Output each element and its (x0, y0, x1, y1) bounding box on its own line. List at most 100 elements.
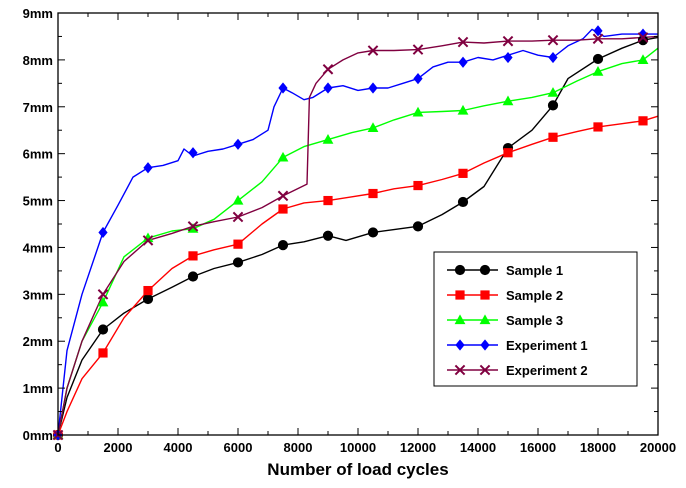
data-point-sample-3 (142, 232, 154, 243)
data-point-experiment-2 (457, 36, 469, 48)
y-tick-label: 8mm (23, 53, 53, 68)
legend-marker-experiment-1 (455, 339, 465, 351)
data-point-sample-3 (97, 296, 109, 307)
data-point-sample-3 (322, 134, 334, 144)
data-point-experiment-1 (368, 82, 378, 94)
legend-label-experiment-2: Experiment 2 (506, 363, 588, 378)
series-line-experiment-2 (57, 35, 659, 436)
data-point-sample-1 (592, 53, 604, 65)
data-point-sample-2 (278, 204, 288, 214)
data-point-experiment-2 (592, 33, 604, 45)
data-point-sample-1 (547, 100, 559, 111)
data-point-sample-3 (232, 194, 244, 205)
legend-marker-sample-3 (454, 314, 466, 325)
data-point-experiment-2 (277, 190, 289, 202)
data-point-experiment-2 (142, 235, 154, 246)
x-tick-label: 4000 (164, 440, 193, 455)
data-point-sample-2 (548, 132, 558, 142)
legend-marker-experiment-2 (479, 364, 491, 376)
data-point-sample-1 (232, 257, 244, 268)
data-point-sample-2 (323, 195, 333, 206)
legend-label-experiment-1: Experiment 1 (506, 338, 588, 353)
legend-label-sample-1: Sample 1 (506, 263, 563, 278)
y-tick-label: 3mm (23, 287, 53, 302)
data-point-sample-1 (367, 227, 379, 238)
data-point-sample-2 (593, 122, 603, 132)
legend-marker-sample-2 (455, 290, 465, 300)
data-point-sample-2 (368, 188, 378, 199)
x-axis-ticks: 0 2000 4000 6000 8000 10000 12000 14000 16000 180… (54, 13, 676, 455)
data-point-sample-1 (97, 324, 109, 335)
y-tick-label: 6mm (23, 147, 53, 162)
series-markers (52, 25, 649, 441)
data-point-sample-2 (143, 285, 153, 296)
y-tick-label: 9mm (23, 6, 53, 21)
data-point-sample-2 (638, 116, 648, 126)
data-point-experiment-1 (548, 51, 558, 64)
data-point-experiment-2 (97, 289, 109, 300)
x-tick-label: 10000 (340, 440, 376, 455)
data-point-experiment-1 (458, 56, 468, 68)
data-point-experiment-1 (593, 25, 603, 37)
data-point-sample-3 (457, 104, 469, 115)
data-point-sample-3 (592, 66, 604, 76)
y-tick-label: 0mm (23, 428, 53, 443)
x-tick-label: 0 (54, 440, 61, 455)
data-point-sample-2 (413, 180, 423, 191)
x-tick-label: 2000 (104, 440, 133, 455)
x-tick-label: 14000 (460, 440, 496, 455)
data-point-sample-1 (142, 293, 154, 305)
x-tick-label: 6000 (224, 440, 253, 455)
x-tick-label: 8000 (284, 440, 313, 455)
data-point-experiment-1 (233, 138, 243, 150)
data-point-experiment-1 (188, 147, 198, 159)
series-line-sample-2 (57, 115, 659, 436)
legend: Sample 1 Sample 2 Sample 3 Experiment 1 Expe… (433, 251, 638, 387)
y-tick-label: 7mm (23, 100, 53, 115)
data-point-experiment-2 (232, 211, 244, 223)
data-point-experiment-1 (278, 82, 288, 94)
legend-marker-experiment-2 (454, 364, 466, 376)
y-axis-ticks: 0mm 1mm 2mm 3mm 4mm 5mm 6mm 7mm 8mm 9mm (23, 6, 658, 443)
x-tick-label: 20000 (640, 440, 676, 455)
data-point-experiment-1 (638, 28, 648, 40)
data-point-sample-3 (412, 106, 424, 117)
data-point-sample-1 (457, 196, 469, 208)
legend-marker-experiment-1 (480, 339, 490, 351)
y-tick-label: 1mm (23, 381, 53, 396)
y-tick-label: 4mm (23, 240, 53, 255)
legend-marker-sample-1 (454, 264, 466, 276)
data-point-experiment-2 (412, 44, 424, 55)
data-point-experiment-2 (367, 45, 379, 56)
data-point-sample-2 (503, 148, 513, 158)
data-point-sample-3 (277, 151, 289, 162)
data-point-experiment-2 (322, 63, 334, 75)
data-point-experiment-1 (503, 51, 513, 64)
data-point-experiment-1 (143, 162, 153, 174)
data-point-experiment-2 (637, 32, 649, 43)
data-point-experiment-2 (187, 221, 199, 232)
series-line-sample-3 (57, 47, 659, 436)
data-point-sample-3 (502, 95, 514, 106)
legend-marker-sample-2 (480, 290, 490, 300)
x-tick-label: 18000 (580, 440, 616, 455)
data-point-sample-2 (233, 239, 243, 249)
data-point-sample-2 (188, 251, 198, 261)
data-point-experiment-1 (323, 82, 333, 94)
data-point-sample-3 (637, 54, 649, 64)
y-tick-label: 5mm (23, 194, 53, 209)
legend-label-sample-3: Sample 3 (506, 313, 563, 328)
data-point-sample-1 (277, 240, 289, 251)
data-point-sample-1 (187, 271, 199, 282)
data-point-sample-1 (412, 221, 424, 232)
x-tick-label: 16000 (520, 440, 556, 455)
x-axis-title: Number of load cycles (267, 460, 448, 479)
data-point-sample-1 (322, 230, 334, 241)
data-point-experiment-1 (98, 226, 108, 239)
y-tick-label: 2mm (23, 334, 53, 349)
data-point-experiment-2 (547, 34, 559, 46)
data-point-sample-2 (458, 168, 468, 178)
x-tick-label: 12000 (400, 440, 436, 455)
legend-marker-sample-1 (479, 264, 491, 276)
